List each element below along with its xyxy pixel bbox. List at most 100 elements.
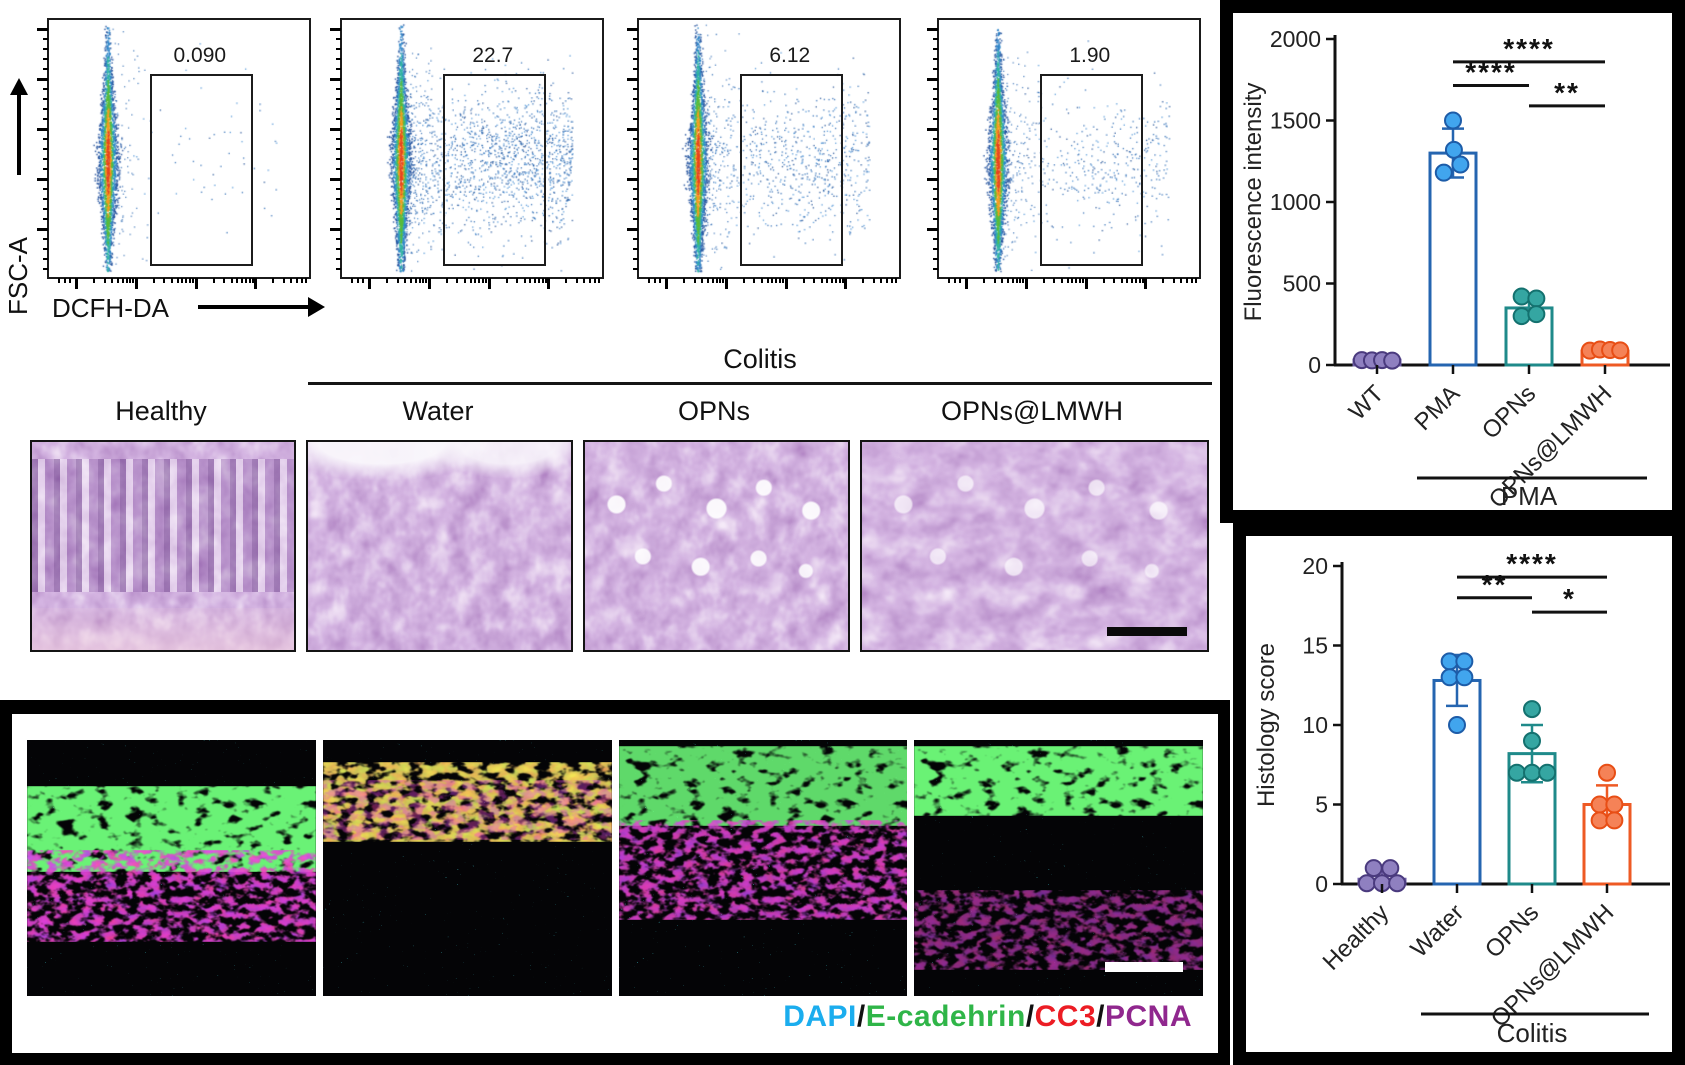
dcfh-axis-arrow-icon <box>308 297 325 317</box>
if-image-opns <box>618 740 908 996</box>
data-point <box>1381 859 1400 878</box>
fluorescence-chart-inner: 0 500 1000 1500 2000 Fluorescence intensity WT… <box>1233 13 1672 510</box>
data-point <box>1357 874 1376 893</box>
flow-gate-opns <box>740 73 844 266</box>
flow-y-ticks <box>330 20 341 277</box>
x-label-OPNs: OPNs <box>1480 899 1544 963</box>
legend-item-cc3: CC3 <box>1034 1000 1097 1033</box>
svg-text:1000: 1000 <box>1270 189 1321 215</box>
legend-separator: / <box>1096 1000 1105 1033</box>
svg-text:0: 0 <box>1308 352 1321 378</box>
flow-y-axis-label: FSC-A <box>3 237 33 315</box>
histology-image-healthy <box>30 440 296 652</box>
data-point <box>1590 811 1609 830</box>
histology-score-chart: 0 5 10 15 20 Histology score Healthy Water OPNsO… <box>1253 548 1670 1048</box>
flow-gate-value-opns-lmwh: 1.90 <box>1069 43 1111 67</box>
legend-separator: / <box>1025 1000 1035 1033</box>
histology-score-chart-box: 0 5 10 15 20 Histology score Healthy Water OPNs O… <box>1233 523 1685 1065</box>
flow-scatter-opns <box>639 20 899 277</box>
if-legend: DAPI/E-cadehrin/CC3/PCNA <box>783 1000 1192 1034</box>
data-point <box>1523 731 1541 750</box>
flow-gate-value-pma: 22.7 <box>472 43 514 67</box>
data-point <box>1611 341 1630 360</box>
bar-group-OPNs: OPNs <box>1477 287 1554 445</box>
data-point <box>1512 307 1531 326</box>
if-image-opns-lmwh <box>914 740 1203 996</box>
histology-column-label-healthy: Healthy <box>115 396 207 426</box>
fsc-axis-arrow-icon <box>10 78 28 95</box>
flow-scatter-opns-lmwh <box>939 20 1199 277</box>
flow-x-ticks <box>639 278 899 289</box>
flow-y-ticks <box>627 20 638 277</box>
colitis-group-line <box>308 382 1212 385</box>
flow-y-ticks <box>37 20 48 277</box>
group-underline-label: PMA <box>1501 481 1558 510</box>
histology-score-chart-inner: 0 5 10 15 20 Histology score Healthy Water OPNs O… <box>1246 536 1672 1052</box>
data-point <box>1538 763 1557 782</box>
data-point <box>1383 351 1402 370</box>
data-point <box>1523 763 1541 782</box>
svg-text:15: 15 <box>1302 633 1328 659</box>
legend-item-e-cadehrin: E-cadehrin <box>865 1000 1026 1033</box>
fsc-axis-arrow-line <box>17 95 21 175</box>
x-label-PMA: PMA <box>1409 380 1465 436</box>
histology-scale-bar <box>1107 627 1187 636</box>
bar-group-Healthy: Healthy <box>1318 859 1407 976</box>
svg-text:5: 5 <box>1315 792 1328 818</box>
bar-group-Water: Water <box>1406 652 1482 963</box>
legend-item-pcna: PCNA <box>1104 1000 1192 1033</box>
flow-plot-opns: 6.12 <box>627 18 901 289</box>
flow-gate-pma <box>443 73 547 266</box>
flow-x-axis-label: DCFH-DA <box>52 293 169 323</box>
fluorescence-intensity-chart: 0 500 1000 1500 2000 Fluorescence intensity WT… <box>1240 26 1670 510</box>
fluorescence-chart-box: 0 500 1000 1500 2000 Fluorescence intensity WT… <box>1220 0 1685 523</box>
data-point <box>1364 859 1383 878</box>
x-label-Water: Water <box>1406 899 1470 963</box>
significance-stars: ** <box>1482 569 1508 600</box>
data-point <box>1448 716 1466 734</box>
flow-gate-wt <box>150 73 254 266</box>
data-point <box>1434 163 1453 182</box>
data-point <box>1451 155 1470 174</box>
flow-gate-opns-lmwh <box>1040 73 1144 266</box>
data-point <box>1440 668 1459 687</box>
histology-column-label-opns: OPNs <box>677 396 751 426</box>
svg-text:1500: 1500 <box>1270 108 1321 134</box>
data-point <box>1605 811 1624 830</box>
data-point <box>1444 140 1463 159</box>
flow-scatter-pma <box>342 20 602 277</box>
flow-scatter-wt <box>49 20 309 277</box>
flow-gate-value-opns: 6.12 <box>769 43 811 67</box>
immunofluorescence-panel: DAPI/E-cadehrin/CC3/PCNA <box>0 700 1230 1065</box>
if-image-water <box>322 740 612 996</box>
significance-stars: * <box>1563 583 1576 614</box>
if-scale-bar <box>1105 962 1183 972</box>
svg-text:500: 500 <box>1283 271 1321 297</box>
svg-text:2000: 2000 <box>1270 26 1321 52</box>
svg-text:Fluorescence intensity: Fluorescence intensity <box>1240 83 1267 322</box>
svg-text:10: 10 <box>1302 712 1328 738</box>
histology-column-label-water: Water <box>402 396 474 426</box>
histology-image-opns <box>583 440 850 652</box>
legend-item-dapi: DAPI <box>783 1000 857 1033</box>
data-point <box>1455 652 1474 671</box>
flow-x-ticks <box>939 278 1199 289</box>
bar-group-PMA: PMA <box>1409 111 1478 436</box>
svg-text:20: 20 <box>1302 553 1328 579</box>
flow-y-ticks <box>927 20 938 277</box>
data-point <box>1527 305 1546 324</box>
flow-gate-value-wt: 0.090 <box>173 43 227 67</box>
dcfh-axis-arrow-line <box>198 305 310 309</box>
data-point <box>1523 700 1541 719</box>
significance-stars: **** <box>1465 56 1517 87</box>
histology-image-water <box>306 440 573 652</box>
flow-x-ticks <box>49 278 309 289</box>
significance-stars: **** <box>1506 548 1558 579</box>
data-point <box>1512 287 1531 306</box>
bar-group-WT: WT <box>1344 351 1402 426</box>
data-point <box>1605 795 1624 814</box>
data-point <box>1590 795 1609 814</box>
x-label-OPNs: OPNs <box>1477 380 1541 444</box>
group-underline-label: Colitis <box>1497 1018 1568 1048</box>
